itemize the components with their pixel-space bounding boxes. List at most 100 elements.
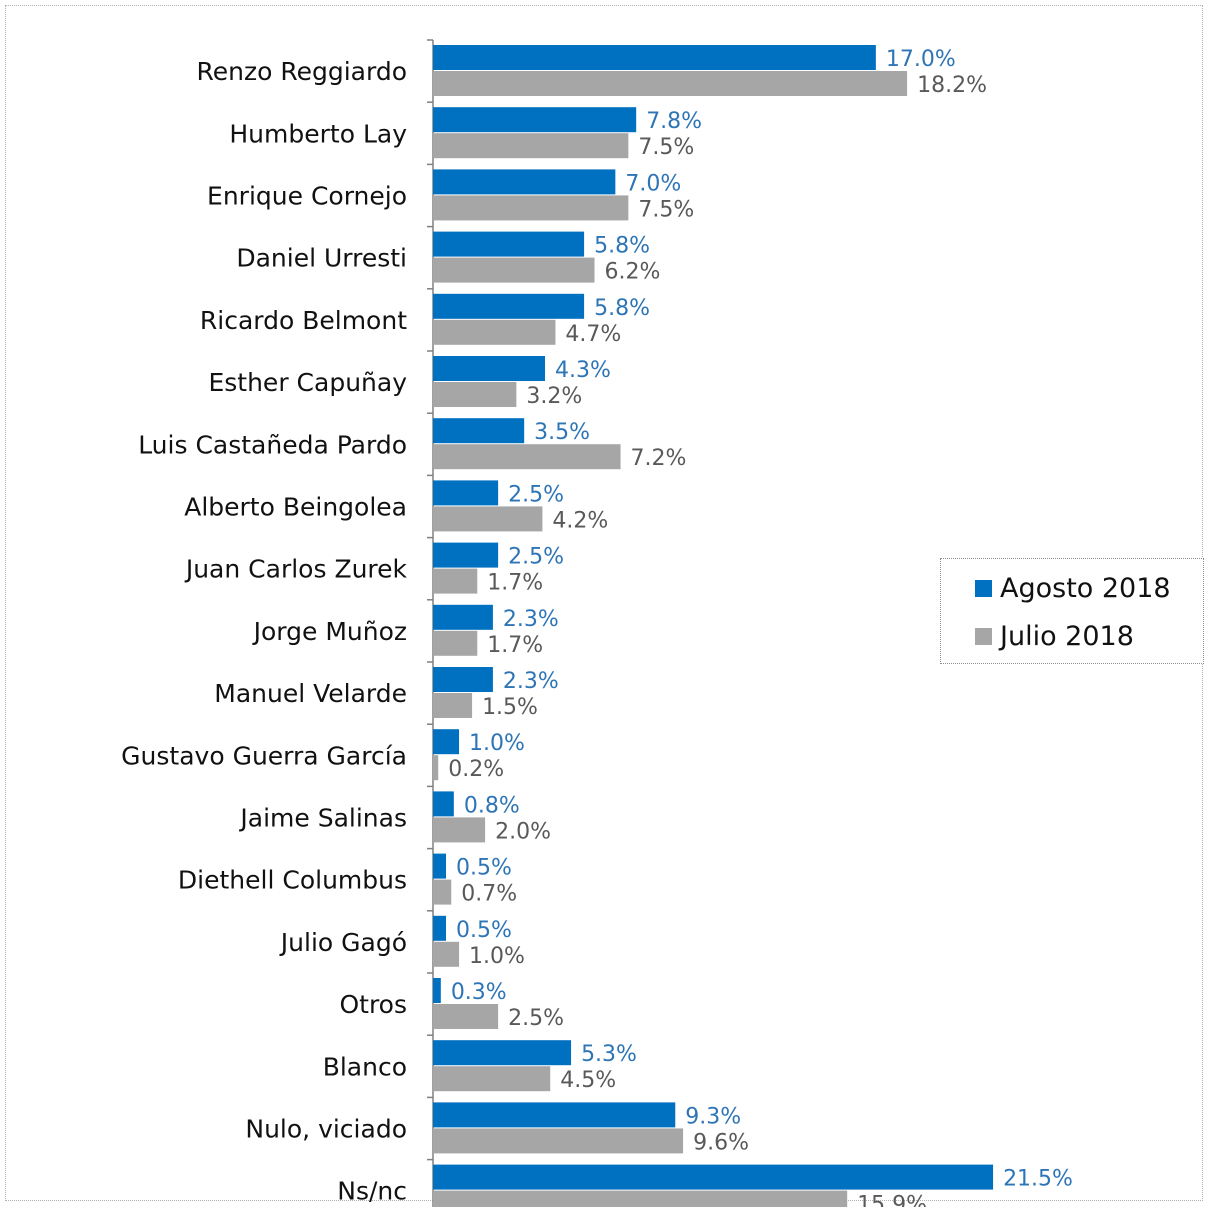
data-label-julio: 6.2% — [605, 260, 661, 285]
data-label-agosto: 21.5% — [1003, 1167, 1073, 1192]
category-label: Renzo Reggiardo — [197, 57, 407, 86]
category-label: Jorge Muñoz — [252, 617, 407, 646]
bar-agosto — [433, 356, 546, 381]
legend-label-julio: Julio 2018 — [1000, 621, 1134, 652]
data-label-julio: 4.2% — [552, 508, 608, 533]
data-label-julio: 7.5% — [638, 135, 694, 160]
category-label: Ricardo Belmont — [200, 306, 407, 335]
data-label-agosto: 5.8% — [594, 234, 650, 259]
bar-agosto — [433, 853, 447, 879]
bar-julio — [433, 879, 452, 905]
category-label: Esther Capuñay — [208, 368, 407, 397]
legend-swatch-agosto — [975, 580, 992, 597]
category-label: Julio Gagó — [279, 928, 407, 957]
bar-julio — [433, 257, 595, 283]
bar-agosto — [433, 231, 585, 257]
legend: Agosto 2018 Julio 2018 — [940, 558, 1204, 664]
bar-julio — [433, 1128, 684, 1154]
legend-item-agosto: Agosto 2018 — [975, 573, 1171, 604]
data-label-julio: 4.5% — [560, 1068, 616, 1093]
data-label-agosto: 3.5% — [534, 420, 590, 445]
bar-agosto — [433, 542, 499, 568]
data-label-agosto: 0.8% — [464, 793, 520, 818]
data-label-agosto: 2.3% — [503, 669, 559, 694]
data-label-agosto: 7.8% — [646, 109, 702, 134]
bar-julio — [433, 630, 478, 656]
data-label-agosto: 17.0% — [886, 47, 956, 72]
data-label-agosto: 5.8% — [594, 296, 650, 321]
category-label: Manuel Velarde — [214, 679, 407, 708]
bar-agosto — [433, 107, 637, 133]
bar-julio — [433, 195, 629, 221]
bar-julio — [433, 319, 556, 345]
bar-agosto — [433, 1102, 676, 1128]
bar-julio — [433, 71, 908, 96]
bar-julio — [433, 1066, 551, 1092]
data-label-julio: 15.9% — [857, 1193, 927, 1207]
category-label: Jaime Salinas — [238, 804, 407, 833]
bar-agosto — [433, 1164, 994, 1190]
bar-julio — [433, 506, 543, 532]
legend-label-agosto: Agosto 2018 — [1000, 573, 1171, 604]
bar-agosto — [433, 978, 441, 1003]
bar-agosto — [433, 418, 525, 444]
bar-julio — [433, 941, 460, 967]
data-label-julio: 2.0% — [495, 819, 551, 844]
data-label-agosto: 5.3% — [581, 1042, 637, 1067]
category-label: Blanco — [323, 1052, 407, 1081]
category-label: Gustavo Guerra García — [121, 741, 407, 770]
bar-agosto — [433, 791, 454, 817]
data-label-agosto: 0.3% — [451, 980, 507, 1005]
data-label-julio: 9.6% — [693, 1130, 749, 1155]
category-label: Otros — [339, 990, 407, 1019]
data-label-agosto: 9.3% — [685, 1104, 741, 1129]
bar-agosto — [433, 169, 616, 195]
category-label: Diethell Columbus — [178, 866, 407, 895]
category-label: Alberto Beingolea — [184, 493, 407, 522]
bar-agosto — [433, 480, 499, 506]
data-label-julio: 7.2% — [631, 446, 687, 471]
category-label: Nulo, viciado — [245, 1115, 407, 1144]
data-label-julio: 0.7% — [461, 882, 517, 907]
data-label-julio: 1.7% — [487, 633, 543, 658]
bar-julio — [433, 568, 478, 594]
bar-agosto — [433, 915, 447, 941]
bar-julio — [433, 444, 621, 470]
bar-agosto — [433, 1040, 572, 1066]
category-label: Humberto Lay — [229, 119, 407, 148]
data-label-agosto: 2.3% — [503, 607, 559, 632]
data-label-julio: 3.2% — [526, 384, 582, 409]
data-label-julio: 1.5% — [482, 695, 538, 720]
bar-julio — [433, 133, 629, 159]
category-label: Juan Carlos Zurek — [184, 555, 408, 584]
legend-item-julio: Julio 2018 — [975, 621, 1134, 652]
bar-agosto — [433, 729, 460, 755]
data-label-agosto: 2.5% — [508, 545, 564, 570]
category-label: Daniel Urresti — [236, 244, 407, 273]
legend-swatch-julio — [975, 628, 992, 645]
data-label-julio: 1.7% — [487, 571, 543, 596]
data-label-agosto: 2.5% — [508, 482, 564, 507]
category-label: Enrique Cornejo — [207, 182, 407, 211]
bar-julio — [433, 1190, 848, 1207]
data-label-julio: 1.0% — [469, 944, 525, 969]
data-label-julio: 4.7% — [565, 322, 621, 347]
bar-julio — [433, 817, 486, 843]
bar-agosto — [433, 667, 493, 692]
category-label: Ns/nc — [337, 1177, 407, 1206]
data-label-agosto: 1.0% — [469, 731, 525, 756]
data-label-agosto: 4.3% — [555, 358, 611, 383]
bar-julio — [433, 755, 439, 781]
data-label-agosto: 0.5% — [456, 856, 512, 881]
category-label: Luis Castañeda Pardo — [138, 430, 407, 459]
data-label-agosto: 0.5% — [456, 918, 512, 943]
bar-julio — [433, 1004, 499, 1029]
bar-agosto — [433, 45, 876, 70]
bar-julio — [433, 693, 473, 718]
bar-agosto — [433, 293, 585, 319]
data-label-julio: 18.2% — [917, 73, 987, 98]
data-label-agosto: 7.0% — [625, 171, 681, 196]
data-label-julio: 7.5% — [638, 197, 694, 222]
bar-julio — [433, 382, 517, 407]
